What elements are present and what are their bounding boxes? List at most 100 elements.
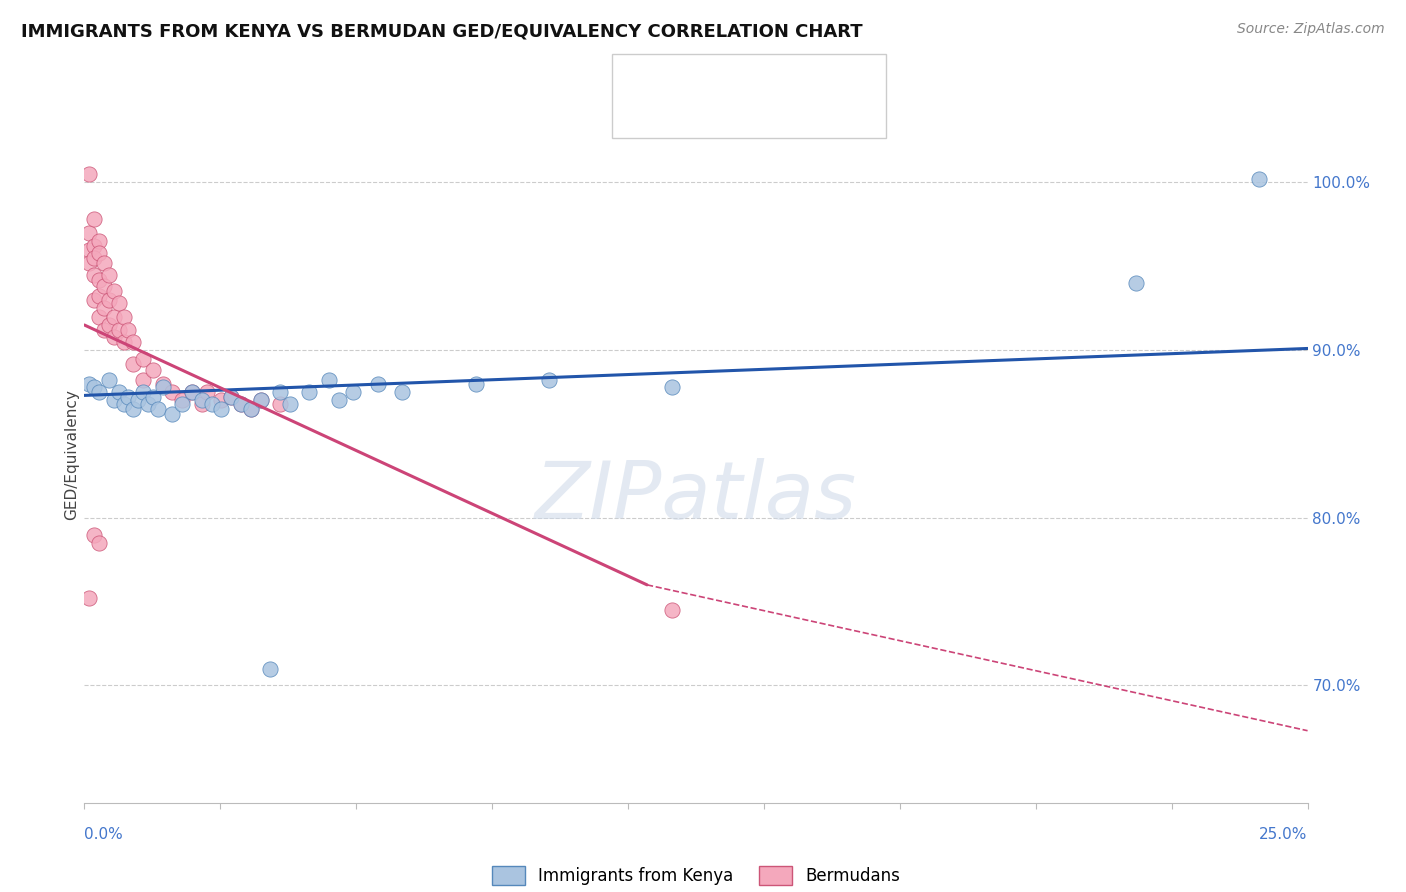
- Point: [77, 243, 100, 257]
- Point: [1125, 276, 1147, 290]
- Point: [318, 373, 340, 387]
- Point: [83, 527, 105, 541]
- Point: [93, 256, 115, 270]
- Point: [181, 385, 204, 400]
- Point: [209, 401, 232, 416]
- Point: [77, 376, 100, 391]
- Point: [83, 212, 105, 227]
- Point: [367, 376, 389, 391]
- Point: [87, 536, 110, 550]
- Point: [103, 329, 125, 343]
- Point: [97, 373, 120, 387]
- Point: [77, 167, 100, 181]
- Point: [172, 397, 194, 411]
- Point: [127, 393, 149, 408]
- Point: [107, 323, 129, 337]
- Point: [83, 251, 105, 265]
- Legend: Immigrants from Kenya, Bermudans: Immigrants from Kenya, Bermudans: [485, 859, 907, 892]
- Point: [83, 239, 105, 253]
- Point: [112, 334, 135, 349]
- Point: [77, 256, 100, 270]
- Point: [269, 397, 291, 411]
- Point: [87, 385, 110, 400]
- Point: [93, 301, 115, 316]
- Point: [93, 323, 115, 337]
- Point: [112, 397, 135, 411]
- Text: R =: R =: [657, 106, 693, 124]
- Point: [152, 376, 174, 391]
- Point: [122, 334, 145, 349]
- Point: [209, 393, 232, 408]
- Point: [87, 273, 110, 287]
- Point: [219, 390, 242, 404]
- Point: [107, 385, 129, 400]
- Point: [298, 385, 321, 400]
- Point: [122, 357, 145, 371]
- Point: [83, 380, 105, 394]
- Point: [181, 385, 204, 400]
- Point: [97, 293, 120, 307]
- Point: [87, 234, 110, 248]
- Point: [661, 380, 683, 394]
- Point: [132, 385, 155, 400]
- Point: [249, 393, 271, 408]
- Point: [239, 401, 262, 416]
- Point: [117, 323, 139, 337]
- Point: [97, 318, 120, 332]
- Point: [77, 226, 100, 240]
- Point: [162, 407, 184, 421]
- Text: IMMIGRANTS FROM KENYA VS BERMUDAN GED/EQUIVALENCY CORRELATION CHART: IMMIGRANTS FROM KENYA VS BERMUDAN GED/EQ…: [21, 22, 863, 40]
- Point: [391, 385, 413, 400]
- Point: [83, 293, 105, 307]
- Point: [269, 385, 291, 400]
- Point: [107, 296, 129, 310]
- Point: [342, 385, 364, 400]
- Point: [152, 380, 174, 394]
- Point: [661, 603, 683, 617]
- Y-axis label: GED/Equivalency: GED/Equivalency: [63, 390, 79, 520]
- Point: [103, 310, 125, 324]
- Point: [239, 401, 262, 416]
- Point: [112, 310, 135, 324]
- Point: [142, 363, 165, 377]
- Point: [538, 373, 561, 387]
- Text: 0.0%: 0.0%: [84, 827, 124, 841]
- Point: [219, 390, 242, 404]
- Point: [87, 246, 110, 260]
- Point: [93, 279, 115, 293]
- Point: [195, 385, 218, 400]
- Point: [83, 268, 105, 282]
- Point: [328, 393, 350, 408]
- Point: [259, 662, 281, 676]
- Point: [1247, 172, 1270, 186]
- Text: -0.307   N = 51: -0.307 N = 51: [700, 106, 827, 124]
- Point: [278, 397, 301, 411]
- Point: [191, 393, 214, 408]
- Point: [97, 268, 120, 282]
- Point: [132, 351, 155, 366]
- Point: [191, 397, 214, 411]
- Point: [87, 310, 110, 324]
- Point: [117, 390, 139, 404]
- Point: [103, 393, 125, 408]
- Text: 25.0%: 25.0%: [1260, 827, 1308, 841]
- Point: [103, 285, 125, 299]
- Point: [146, 401, 169, 416]
- Point: [172, 393, 194, 408]
- Point: [229, 397, 252, 411]
- Point: [464, 376, 486, 391]
- Point: [142, 390, 165, 404]
- Point: [229, 397, 252, 411]
- Point: [162, 385, 184, 400]
- Text: Source: ZipAtlas.com: Source: ZipAtlas.com: [1237, 22, 1385, 37]
- Text: R =: R =: [657, 62, 693, 79]
- Point: [136, 397, 159, 411]
- Text: 0.117   N = 39: 0.117 N = 39: [700, 62, 832, 79]
- Text: ZIPatlas: ZIPatlas: [534, 458, 858, 536]
- Point: [132, 373, 155, 387]
- Point: [122, 401, 145, 416]
- Point: [87, 289, 110, 303]
- Point: [200, 397, 222, 411]
- Point: [249, 393, 271, 408]
- Point: [77, 591, 100, 606]
